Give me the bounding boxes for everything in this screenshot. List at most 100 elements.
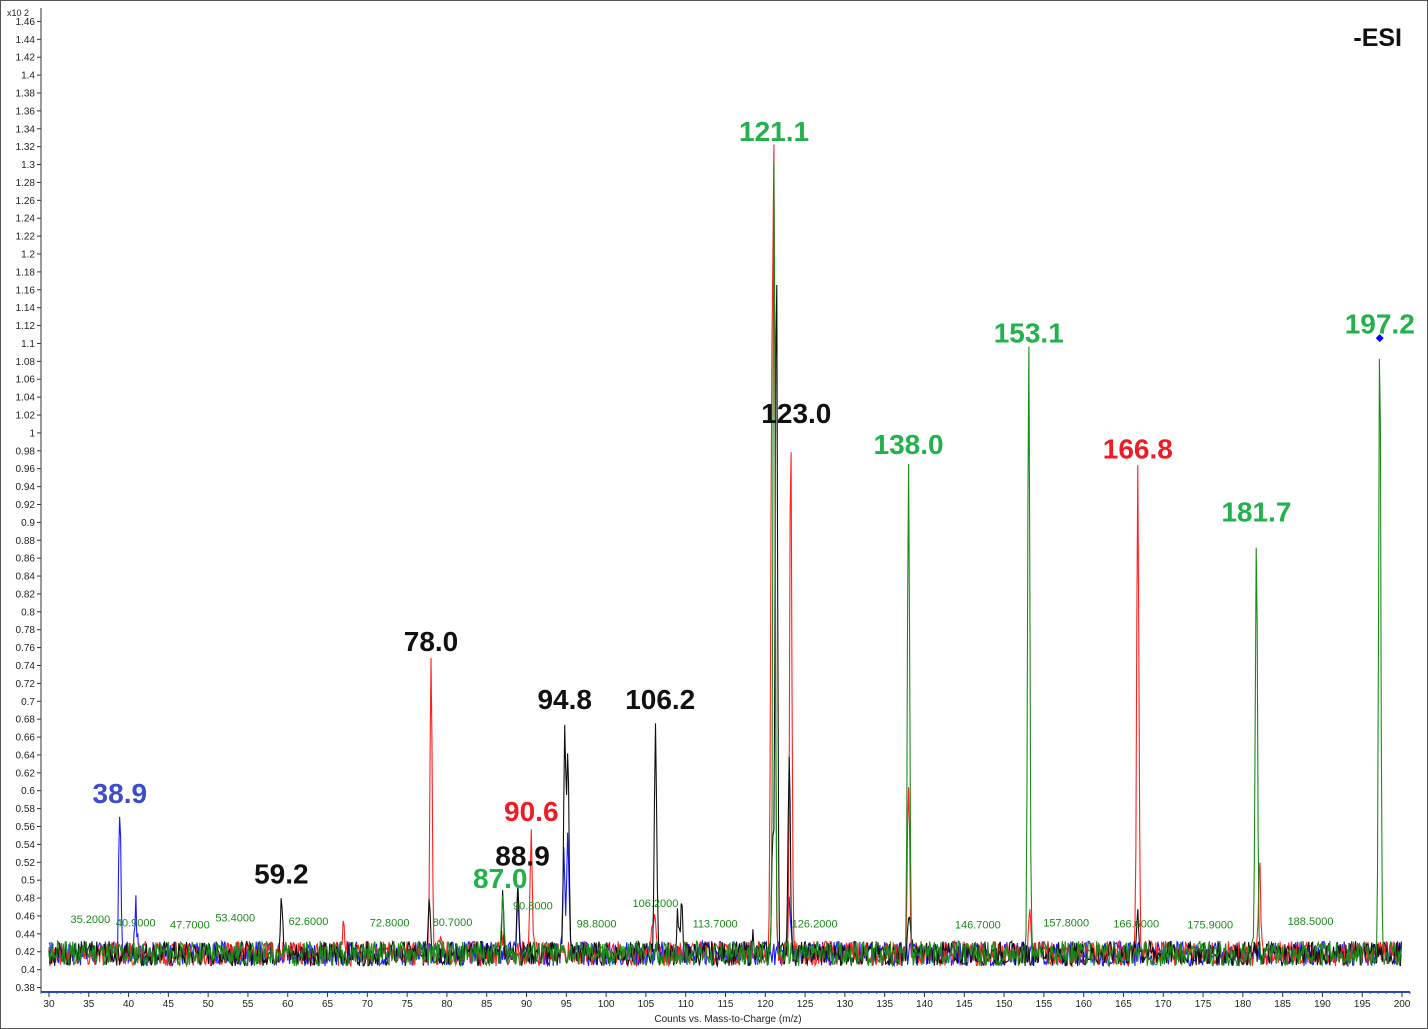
- y-tick-label: 0.42: [16, 947, 36, 958]
- series-layer: [48, 144, 1402, 968]
- x-tick-label: 30: [43, 999, 55, 1010]
- mode-label: -ESI: [1353, 24, 1402, 52]
- y-tick-label: 0.76: [16, 643, 36, 654]
- small-label-layer: 35.2000 40.9000 47.7000 53.4000 62.6000 72.80…: [70, 898, 1333, 931]
- y-tick-label: 1.12: [16, 321, 36, 332]
- y-tick-label: 0.52: [16, 858, 36, 869]
- series-green-line: [48, 162, 1402, 968]
- y-tick-label: 0.66: [16, 733, 36, 744]
- y-tick-label: 0.5: [21, 876, 35, 887]
- y-tick-label: 0.58: [16, 804, 36, 815]
- y-tick-label: 0.72: [16, 679, 36, 690]
- y-tick-label: 0.7: [21, 697, 35, 708]
- x-tick-label: 155: [1036, 999, 1053, 1010]
- y-tick-label: 0.44: [16, 929, 36, 940]
- mz-tick-annotation: 72.8000: [370, 918, 410, 930]
- x-tick-label: 135: [876, 999, 893, 1010]
- y-tick-label: 0.84: [16, 572, 36, 583]
- y-tick-label: 1.34: [16, 124, 36, 135]
- x-tick-label: 70: [362, 999, 374, 1010]
- x-tick-label: 170: [1155, 999, 1172, 1010]
- x-axis-title: Counts vs. Mass-to-Charge (m/z): [654, 1014, 801, 1025]
- selected-peak-marker: [1375, 334, 1384, 343]
- peak-label: 94.8: [537, 684, 592, 715]
- mz-tick-annotation: 53.4000: [215, 912, 255, 924]
- y-tick-label: 1.38: [16, 88, 36, 99]
- y-tick-label: 1.22: [16, 232, 36, 243]
- peak-label: 59.2: [254, 859, 309, 890]
- mz-tick-annotation: 62.6000: [289, 916, 329, 928]
- x-tick-label: 45: [163, 999, 175, 1010]
- mz-tick-annotation: 126.2000: [792, 919, 838, 931]
- x-tick-label: 50: [203, 999, 215, 1010]
- y-tick-label: 0.88: [16, 536, 36, 547]
- x-tick-label: 130: [837, 999, 854, 1010]
- x-tick-label: 40: [123, 999, 135, 1010]
- peak-label: 88.9: [495, 841, 550, 872]
- y-tick-label: 0.92: [16, 500, 36, 511]
- y-tick-label: 0.74: [16, 661, 36, 672]
- mz-tick-annotation: 35.2000: [70, 914, 110, 926]
- y-tick-label: 1: [29, 428, 35, 439]
- x-tick-label: 105: [638, 999, 655, 1010]
- mz-tick-annotation: 90.8000: [513, 901, 553, 913]
- peak-label: 123.0: [761, 398, 831, 429]
- x-tick-label: 80: [441, 999, 453, 1010]
- y-tick-label: 1.1: [21, 339, 35, 350]
- x-tick-label: 65: [322, 999, 334, 1010]
- y-tick-label: 0.86: [16, 554, 36, 565]
- mz-tick-annotation: 157.8000: [1043, 918, 1089, 930]
- y-tick-label: 0.96: [16, 464, 36, 475]
- y-tick-label: 1.08: [16, 357, 36, 368]
- x-tick-label: 55: [242, 999, 254, 1010]
- peak-label: 90.6: [504, 796, 559, 827]
- x-tick-label: 180: [1235, 999, 1252, 1010]
- mz-tick-annotation: 188.5000: [1288, 916, 1334, 928]
- y-tick-label: 0.54: [16, 840, 36, 851]
- x-tick-label: 95: [561, 999, 573, 1010]
- peak-label: 121.1: [739, 116, 809, 147]
- peak-label: 166.8: [1103, 434, 1173, 465]
- y-axis: 0.38 0.4 0.42 0.44 0.46 0.48 0.5 0.52 0.54 0.56 0.…: [16, 8, 42, 994]
- x-tick-label: 190: [1314, 999, 1331, 1010]
- x-tick-label: 200: [1394, 999, 1411, 1010]
- mz-tick-annotation: 106.2000: [633, 898, 679, 910]
- x-tick-label: 35: [83, 999, 95, 1010]
- y-tick-label: 0.64: [16, 750, 36, 761]
- series-blue-line: [48, 816, 1402, 968]
- x-tick-label: 150: [996, 999, 1013, 1010]
- x-tick-label: 100: [598, 999, 615, 1010]
- y-tick-label: 0.4: [21, 965, 35, 976]
- peak-label: 181.7: [1221, 496, 1291, 527]
- peak-label: 153.1: [994, 317, 1064, 348]
- y-tick-label: 0.82: [16, 589, 36, 600]
- y-tick-label: 0.38: [16, 983, 36, 994]
- peak-label: 78.0: [404, 626, 459, 657]
- x-tick-label: 90: [521, 999, 533, 1010]
- x-tick-label: 60: [282, 999, 294, 1010]
- y-tick-label: 1.26: [16, 196, 36, 207]
- mz-tick-annotation: 80.7000: [433, 917, 473, 929]
- x-tick-label: 75: [402, 999, 414, 1010]
- peak-label: 38.9: [93, 778, 148, 809]
- y-tick-label: 1.14: [16, 303, 36, 314]
- x-tick-label: 140: [916, 999, 933, 1010]
- y-tick-label: 1.36: [16, 106, 36, 117]
- x-tick-label: 115: [718, 999, 734, 1010]
- y-tick-label: 1.06: [16, 375, 36, 386]
- x-tick-label: 110: [678, 999, 694, 1010]
- y-tick-label: 1.28: [16, 178, 36, 189]
- mz-tick-annotation: 175.9000: [1187, 919, 1233, 931]
- y-tick-label: 1.3: [21, 160, 35, 171]
- peak-label-layer: 38.9 59.2 78.0 87.088.9 90.6 94.8 106.2 121.1 12…: [93, 116, 1415, 894]
- y-tick-label: 1.24: [16, 214, 36, 225]
- peak-label: 87.0: [473, 863, 528, 894]
- y-tick-label: 0.46: [16, 911, 36, 922]
- y-tick-label: 1.46: [16, 17, 36, 28]
- mz-tick-annotation: 113.7000: [693, 919, 738, 931]
- y-multiplier-label: x10 2: [7, 8, 29, 18]
- y-tick-label: 0.78: [16, 625, 36, 636]
- mz-tick-annotation: 98.8000: [577, 919, 617, 931]
